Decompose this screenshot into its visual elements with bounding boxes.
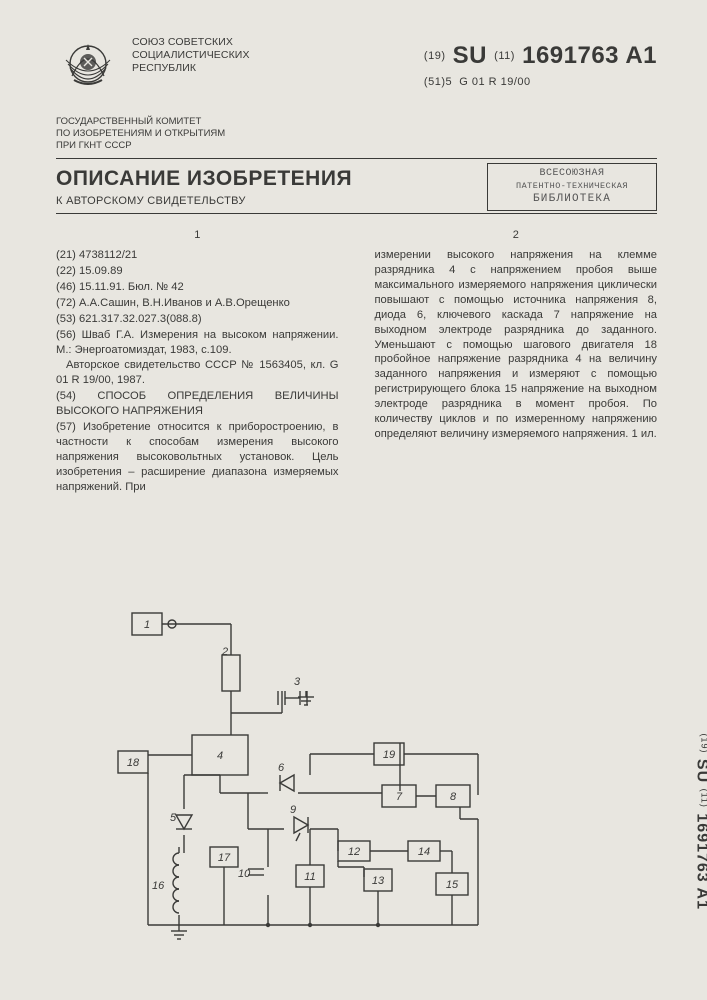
svg-text:16: 16 xyxy=(152,880,165,892)
ipc-classification: (51)5 G 01 R 19/00 xyxy=(424,76,657,88)
svg-text:6: 6 xyxy=(278,762,285,774)
svg-text:14: 14 xyxy=(418,846,430,858)
column-number: 1 xyxy=(56,228,339,243)
abstract-text: измерении высокого напряжения на клемме … xyxy=(375,248,658,442)
document-title: ОПИСАНИЕ ИЗОБРЕТЕНИЯ xyxy=(56,167,352,191)
svg-text:4: 4 xyxy=(217,750,223,762)
svg-text:12: 12 xyxy=(348,846,360,858)
divider xyxy=(56,158,657,159)
committee-name: ГОСУДАРСТВЕННЫЙ КОМИТЕТ ПО ИЗОБРЕТЕНИЯМ … xyxy=(56,116,236,152)
svg-text:15: 15 xyxy=(446,879,459,891)
column-number: 2 xyxy=(375,228,658,243)
svg-text:19: 19 xyxy=(383,749,395,761)
library-stamp: ВСЕСОЮЗНАЯ ПАТЕНТНО-ТЕХНИЧЕСКАЯ БИБЛИОТЕ… xyxy=(487,163,657,211)
document-subtitle: К АВТОРСКОМУ СВИДЕТЕЛЬСТВУ xyxy=(56,195,352,207)
svg-text:1: 1 xyxy=(144,619,150,631)
circuit-diagram: 12345678910111213141516171819 xyxy=(80,595,520,955)
svg-text:2: 2 xyxy=(221,646,228,658)
svg-text:18: 18 xyxy=(127,757,140,769)
svg-text:7: 7 xyxy=(396,791,403,803)
svg-text:13: 13 xyxy=(372,875,385,887)
divider xyxy=(56,213,657,214)
svg-text:3: 3 xyxy=(294,676,301,688)
svg-text:5: 5 xyxy=(170,812,177,824)
bibliographic-data: (21) 4738112/21 (22) 15.09.89 (46) 15.11… xyxy=(56,248,339,494)
svg-text:10: 10 xyxy=(238,868,251,880)
state-emblem-icon xyxy=(56,34,120,98)
issuer-name: СОЮЗ СОВЕТСКИХ СОЦИАЛИСТИЧЕСКИХ РЕСПУБЛИ… xyxy=(132,34,250,75)
text-columns: 1 (21) 4738112/21 (22) 15.09.89 (46) 15.… xyxy=(56,228,657,496)
side-publication-number: (19) SU (11) 1691763 A1 xyxy=(693,733,707,910)
svg-text:8: 8 xyxy=(450,791,457,803)
publication-number: (19) SU (11) 1691763 A1 (51)5 G 01 R 19/… xyxy=(424,34,657,88)
svg-text:11: 11 xyxy=(304,871,315,883)
svg-text:9: 9 xyxy=(290,804,296,816)
svg-text:17: 17 xyxy=(218,852,231,864)
